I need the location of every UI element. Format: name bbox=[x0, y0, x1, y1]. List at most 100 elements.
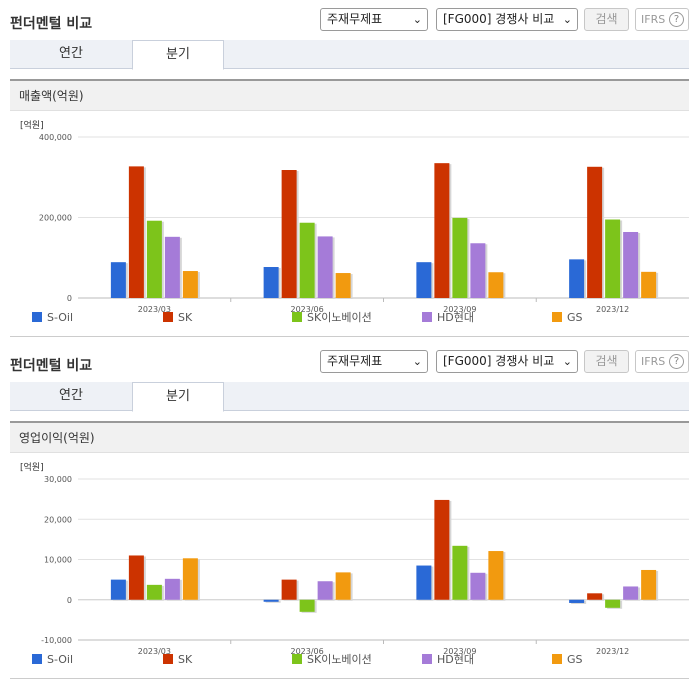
statement-select-value: 주재무제표 bbox=[327, 12, 383, 26]
fundamental-panel-operating-profit: 펀더멘털 비교 주재무제표 ⌄ [FG000] 경쟁사 비교 ⌄ 검색 IFRS… bbox=[0, 342, 696, 684]
bar-S-Oil-2023/03 bbox=[110, 579, 126, 600]
bar-SK-2023/12 bbox=[587, 593, 603, 600]
bar-SK-2023/09 bbox=[434, 499, 450, 600]
search-button[interactable]: 검색 bbox=[584, 350, 629, 373]
legend-label[interactable]: S-Oil bbox=[47, 311, 73, 324]
bar-GS-2023/03 bbox=[182, 271, 198, 298]
bar-SK이노베이션-2023/09 bbox=[452, 545, 468, 600]
x-tick-label: 2023/03 bbox=[138, 305, 171, 314]
bar-HD현대-2023/09 bbox=[470, 572, 486, 600]
legend-swatch bbox=[422, 312, 432, 322]
bar-SK-2023/12 bbox=[587, 166, 603, 298]
bar-GS-2023/12 bbox=[641, 271, 657, 298]
peer-select[interactable]: [FG000] 경쟁사 비교 ⌄ bbox=[436, 8, 578, 31]
x-tick-label: 2023/09 bbox=[443, 647, 476, 656]
ifrs-button[interactable]: IFRS ? bbox=[635, 8, 689, 31]
bar-S-Oil-2023/09 bbox=[416, 262, 432, 298]
bar-SK이노베이션-2023/03 bbox=[146, 584, 162, 600]
help-icon[interactable]: ? bbox=[669, 12, 684, 27]
y-tick-label: 10,000 bbox=[44, 556, 72, 565]
peer-select[interactable]: [FG000] 경쟁사 비교 ⌄ bbox=[436, 350, 578, 373]
sales-bar-chart: [억원] 0 200,000 400,000 2023/03 2023/06 2023/09… bbox=[20, 119, 689, 324]
peer-select-value: [FG000] 경쟁사 비교 bbox=[443, 12, 555, 26]
x-tick-label: 2023/06 bbox=[291, 647, 324, 656]
legend-swatch bbox=[552, 312, 562, 322]
chart-container: 매출액(억원) [억원] 0 200,000 400,000 2023/03 2023/0… bbox=[10, 79, 689, 337]
help-icon[interactable]: ? bbox=[669, 354, 684, 369]
statement-select[interactable]: 주재무제표 ⌄ bbox=[320, 8, 428, 31]
ifrs-label: IFRS bbox=[641, 13, 666, 26]
tab-annual[interactable]: 연간 bbox=[59, 46, 83, 61]
y-tick-label: 400,000 bbox=[39, 133, 72, 142]
bar-GS-2023/06 bbox=[335, 273, 351, 298]
x-tick-label: 2023/12 bbox=[596, 305, 629, 314]
bar-GS-2023/09 bbox=[488, 272, 504, 298]
y-tick-label: 0 bbox=[67, 596, 72, 605]
x-tick-label: 2023/09 bbox=[443, 305, 476, 314]
search-button[interactable]: 검색 bbox=[584, 8, 629, 31]
chart-title: 매출액(억원) bbox=[10, 81, 689, 111]
legend-swatch bbox=[32, 654, 42, 664]
bar-GS-2023/12 bbox=[641, 569, 657, 600]
tab-quarter[interactable]: 분기 bbox=[132, 382, 224, 412]
legend-label[interactable]: GS bbox=[567, 311, 583, 324]
section-title: 펀더멘털 비교 bbox=[10, 358, 93, 374]
legend-swatch bbox=[163, 654, 173, 664]
section-title: 펀더멘털 비교 bbox=[10, 16, 93, 32]
bar-SK이노베이션-2023/12 bbox=[605, 599, 621, 608]
bar-SK-2023/03 bbox=[128, 555, 144, 600]
bar-HD현대-2023/12 bbox=[623, 231, 639, 298]
bar-SK이노베이션-2023/06 bbox=[299, 599, 315, 612]
chevron-down-icon: ⌄ bbox=[562, 355, 572, 368]
y-tick-label: 0 bbox=[67, 294, 72, 303]
x-tick-label: 2023/03 bbox=[138, 647, 171, 656]
statement-select[interactable]: 주재무제표 ⌄ bbox=[320, 350, 428, 373]
y-tick-label: 200,000 bbox=[39, 214, 72, 223]
bar-GS-2023/03 bbox=[182, 558, 198, 600]
bar-GS-2023/09 bbox=[488, 551, 504, 600]
bar-S-Oil-2023/12 bbox=[569, 259, 585, 298]
bar-S-Oil-2023/09 bbox=[416, 565, 432, 600]
legend-swatch bbox=[32, 312, 42, 322]
chevron-down-icon: ⌄ bbox=[412, 13, 422, 26]
bar-SK-2023/09 bbox=[434, 163, 450, 298]
y-tick-label: -10,000 bbox=[41, 636, 72, 645]
bar-S-Oil-2023/03 bbox=[110, 262, 126, 298]
bar-HD현대-2023/03 bbox=[164, 578, 180, 600]
ifrs-button[interactable]: IFRS ? bbox=[635, 350, 689, 373]
peer-select-value: [FG000] 경쟁사 비교 bbox=[443, 354, 555, 368]
unit-label: [억원] bbox=[20, 461, 44, 473]
period-tabs: 연간 분기 bbox=[10, 40, 689, 70]
bar-HD현대-2023/12 bbox=[623, 586, 639, 600]
legend-swatch bbox=[292, 312, 302, 322]
bar-HD현대-2023/06 bbox=[317, 581, 333, 600]
legend-label[interactable]: HD현대 bbox=[437, 311, 474, 324]
operating-profit-bar-chart: [억원] -10,000 0 10,000 20,000 30,000 2023/03 202… bbox=[20, 461, 689, 666]
legend-swatch bbox=[292, 654, 302, 664]
legend-label[interactable]: GS bbox=[567, 653, 583, 666]
ifrs-label: IFRS bbox=[641, 355, 666, 368]
legend-label[interactable]: SK bbox=[178, 653, 193, 666]
bar-SK-2023/03 bbox=[128, 166, 144, 298]
tab-quarter[interactable]: 분기 bbox=[132, 40, 224, 70]
legend-label[interactable]: SK이노베이션 bbox=[307, 311, 372, 324]
bar-SK-2023/06 bbox=[281, 579, 297, 600]
statement-select-value: 주재무제표 bbox=[327, 354, 383, 368]
x-tick-label: 2023/12 bbox=[596, 647, 629, 656]
chart-title: 영업이익(억원) bbox=[10, 423, 689, 453]
bar-SK-2023/06 bbox=[281, 170, 297, 298]
bar-HD현대-2023/09 bbox=[470, 243, 486, 298]
chart-container: 영업이익(억원) [억원] -10,000 0 10,000 20,000 30,000 2… bbox=[10, 421, 689, 679]
legend-label[interactable]: SK bbox=[178, 311, 193, 324]
legend-label[interactable]: S-Oil bbox=[47, 653, 73, 666]
bar-SK이노베이션-2023/03 bbox=[146, 220, 162, 298]
tab-annual[interactable]: 연간 bbox=[59, 388, 83, 403]
bar-HD현대-2023/06 bbox=[317, 236, 333, 298]
legend-label[interactable]: HD현대 bbox=[437, 653, 474, 666]
bar-SK이노베이션-2023/09 bbox=[452, 217, 468, 298]
fundamental-panel-sales: 펀더멘털 비교 주재무제표 ⌄ [FG000] 경쟁사 비교 ⌄ 검색 IFRS… bbox=[10, 8, 689, 337]
legend-swatch bbox=[552, 654, 562, 664]
legend-label[interactable]: SK이노베이션 bbox=[307, 653, 372, 666]
bar-S-Oil-2023/06 bbox=[263, 267, 279, 298]
bar-S-Oil-2023/06 bbox=[263, 599, 279, 602]
